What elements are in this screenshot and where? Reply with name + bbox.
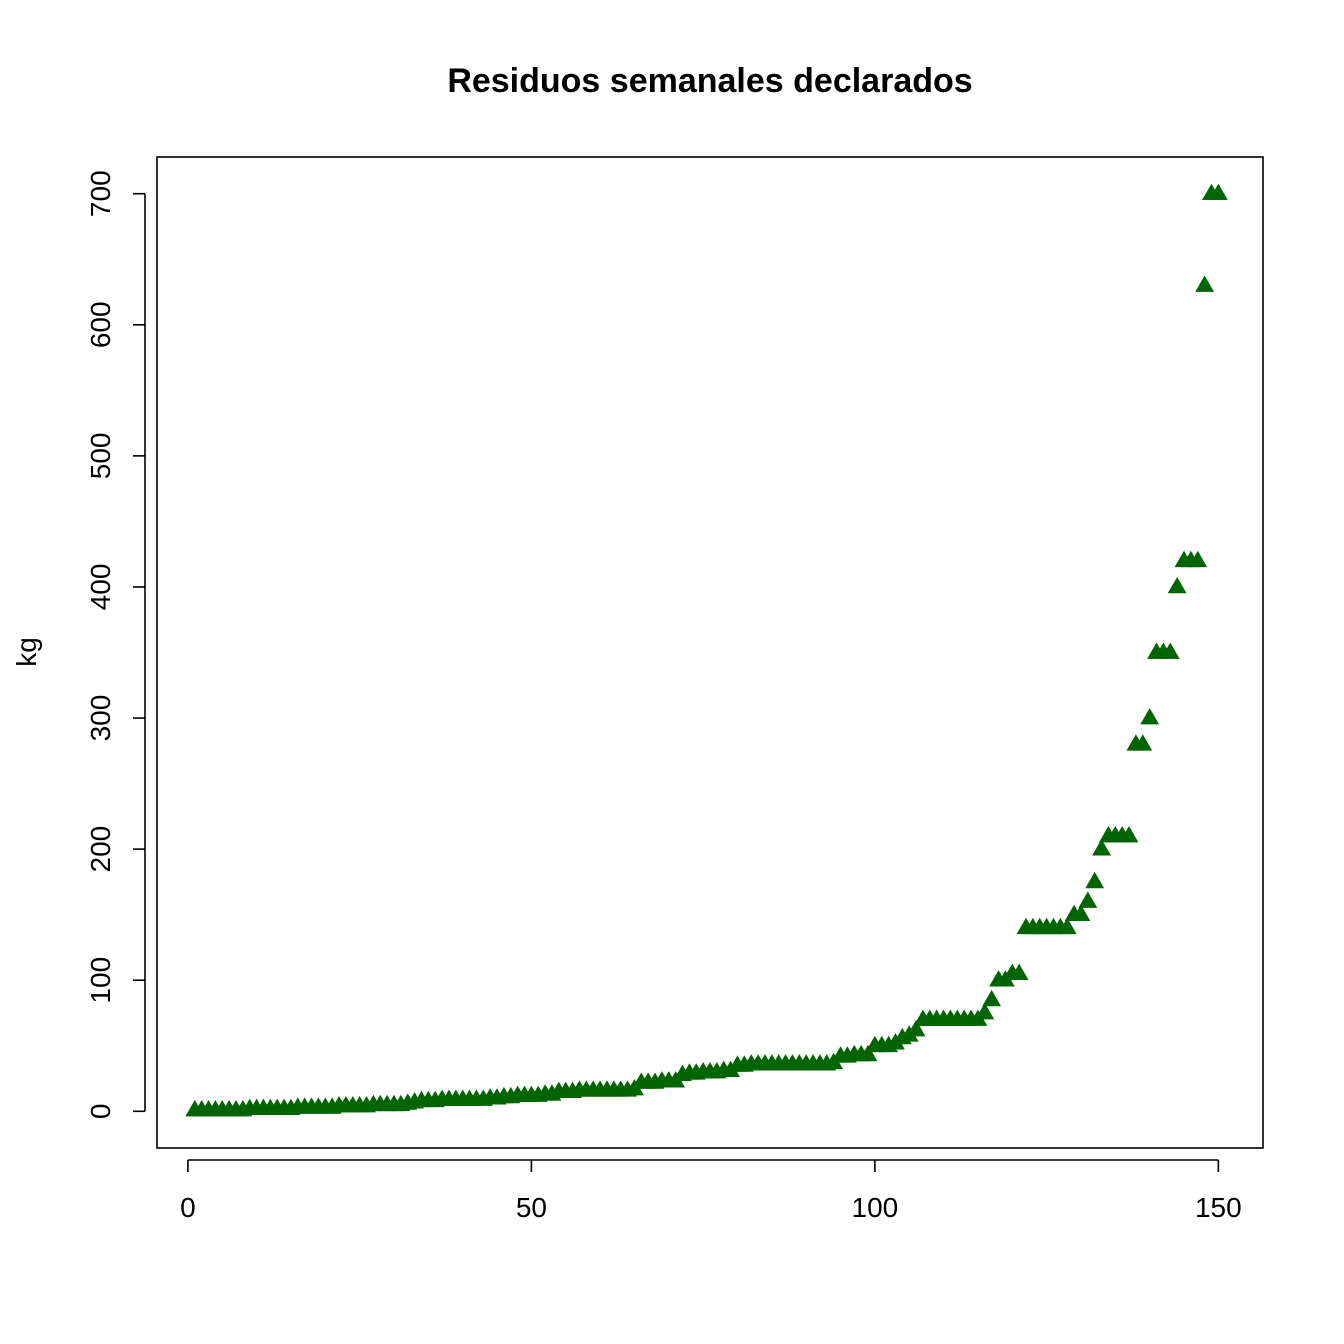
x-tick-label: 50 xyxy=(516,1192,547,1223)
y-tick-label: 600 xyxy=(85,301,116,348)
data-point xyxy=(1092,839,1111,856)
y-tick-label: 300 xyxy=(85,695,116,742)
data-point xyxy=(1009,963,1029,981)
y-tick-label: 200 xyxy=(85,826,116,873)
data-point xyxy=(1160,642,1180,659)
y-tick-label: 100 xyxy=(85,957,116,1004)
data-point xyxy=(982,989,1002,1007)
y-tick-label: 700 xyxy=(85,170,116,217)
data-point xyxy=(1140,708,1160,725)
chart-title: Residuos semanales declarados xyxy=(447,62,972,100)
y-tick-label: 400 xyxy=(85,564,116,611)
y-tick-label: 500 xyxy=(85,433,116,480)
data-point xyxy=(858,1044,878,1062)
data-point xyxy=(1167,576,1187,594)
data-point xyxy=(1208,183,1228,201)
x-tick-label: 150 xyxy=(1195,1192,1242,1223)
data-point xyxy=(1119,826,1139,843)
x-axis: 0 50 100 150 xyxy=(180,1159,1242,1223)
y-tick-label: 0 xyxy=(85,1104,116,1120)
data-point xyxy=(1195,275,1215,292)
data-point xyxy=(1078,891,1098,908)
y-axis-label: kg xyxy=(11,637,42,667)
data-point xyxy=(1057,917,1077,935)
plot-frame xyxy=(156,156,1264,1149)
data-point xyxy=(1188,550,1208,568)
x-tick-label: 0 xyxy=(180,1192,196,1223)
data-points xyxy=(185,183,1228,1117)
data-point xyxy=(1085,871,1105,889)
data-point xyxy=(1133,734,1153,751)
x-tick-label: 100 xyxy=(852,1192,899,1223)
y-axis: 0 100 200 300 400 500 600 700 xyxy=(85,170,146,1120)
data-point xyxy=(906,1020,926,1037)
data-point xyxy=(975,1002,995,1020)
data-point xyxy=(1071,904,1091,922)
